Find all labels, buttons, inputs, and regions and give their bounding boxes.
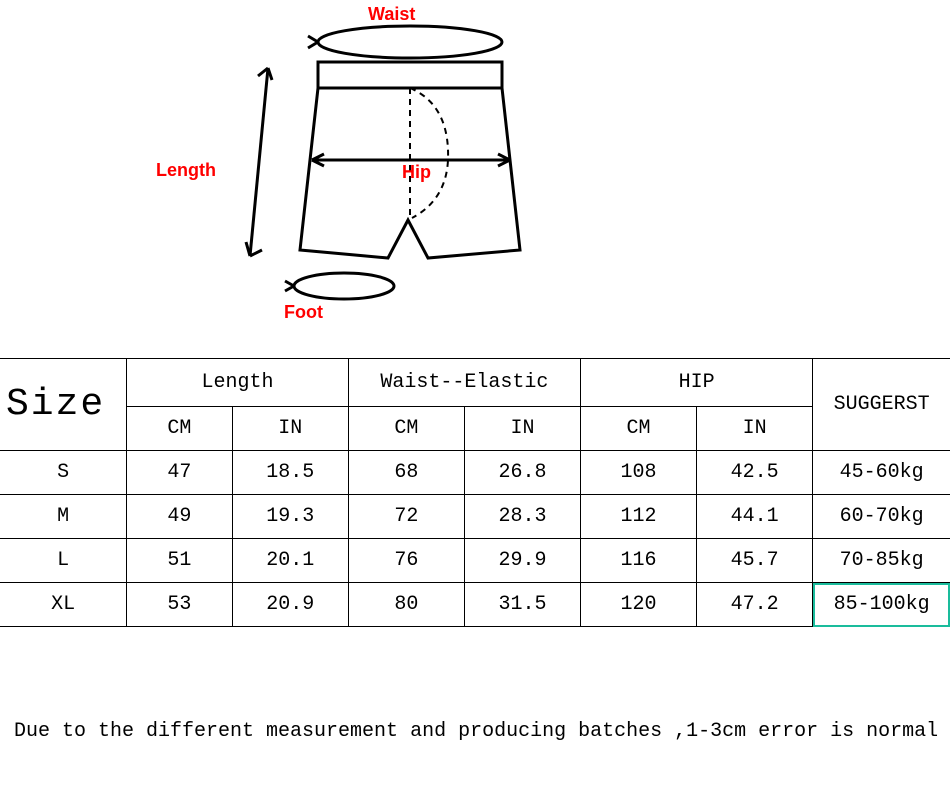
hip-cm: 108 xyxy=(581,451,697,495)
size-cell: M xyxy=(0,495,127,539)
table-row: M 49 19.3 72 28.3 112 44.1 60-70kg xyxy=(0,495,950,539)
length-in: 20.9 xyxy=(232,583,348,627)
footnote-text: Due to the different measurement and pro… xyxy=(14,720,938,743)
waist-cm: 76 xyxy=(348,539,464,583)
length-cm: 51 xyxy=(127,539,233,583)
table-row: S 47 18.5 68 26.8 108 42.5 45-60kg xyxy=(0,451,950,495)
suggest-cell: 60-70kg xyxy=(813,495,950,539)
unit-cm-3: CM xyxy=(581,407,697,451)
length-in: 18.5 xyxy=(232,451,348,495)
table-header-row-2: CM IN CM IN CM IN xyxy=(0,407,950,451)
size-table: Size Length Waist--Elastic HIP SUGGERST … xyxy=(0,358,950,627)
hip-in: 42.5 xyxy=(697,451,813,495)
length-in: 19.3 xyxy=(232,495,348,539)
waist-in: 26.8 xyxy=(464,451,580,495)
col-header-suggest: SUGGERST xyxy=(813,359,950,451)
length-cm: 49 xyxy=(127,495,233,539)
unit-cm-2: CM xyxy=(348,407,464,451)
waist-in: 28.3 xyxy=(464,495,580,539)
hip-cm: 120 xyxy=(581,583,697,627)
table-header-row-1: Size Length Waist--Elastic HIP SUGGERST xyxy=(0,359,950,407)
length-label: Length xyxy=(156,160,216,181)
col-header-waist: Waist--Elastic xyxy=(348,359,580,407)
hip-cm: 112 xyxy=(581,495,697,539)
waist-label: Waist xyxy=(368,4,415,25)
unit-in-2: IN xyxy=(464,407,580,451)
waist-cm: 68 xyxy=(348,451,464,495)
suggest-cell-highlighted: 85-100kg xyxy=(813,583,950,627)
shorts-diagram: Waist Length Hip Foot xyxy=(150,10,570,350)
table-row: L 51 20.1 76 29.9 116 45.7 70-85kg xyxy=(0,539,950,583)
col-header-hip: HIP xyxy=(581,359,813,407)
size-cell: S xyxy=(0,451,127,495)
size-table-wrap: Size Length Waist--Elastic HIP SUGGERST … xyxy=(0,358,950,627)
size-header: Size xyxy=(0,359,127,451)
hip-in: 45.7 xyxy=(697,539,813,583)
hip-in: 44.1 xyxy=(697,495,813,539)
unit-cm-1: CM xyxy=(127,407,233,451)
length-cm: 47 xyxy=(127,451,233,495)
length-cm: 53 xyxy=(127,583,233,627)
unit-in-1: IN xyxy=(232,407,348,451)
col-header-length: Length xyxy=(127,359,349,407)
waist-in: 31.5 xyxy=(464,583,580,627)
size-chart-canvas: Waist Length Hip Foot Size Length Waist-… xyxy=(0,0,950,800)
hip-in: 47.2 xyxy=(697,583,813,627)
suggest-cell: 70-85kg xyxy=(813,539,950,583)
unit-in-3: IN xyxy=(697,407,813,451)
size-cell: L xyxy=(0,539,127,583)
table-row: XL 53 20.9 80 31.5 120 47.2 85-100kg xyxy=(0,583,950,627)
waist-in: 29.9 xyxy=(464,539,580,583)
hip-label: Hip xyxy=(402,162,431,183)
waist-cm: 72 xyxy=(348,495,464,539)
suggest-cell: 45-60kg xyxy=(813,451,950,495)
foot-label: Foot xyxy=(284,302,323,323)
size-cell: XL xyxy=(0,583,127,627)
length-in: 20.1 xyxy=(232,539,348,583)
hip-cm: 116 xyxy=(581,539,697,583)
waist-cm: 80 xyxy=(348,583,464,627)
